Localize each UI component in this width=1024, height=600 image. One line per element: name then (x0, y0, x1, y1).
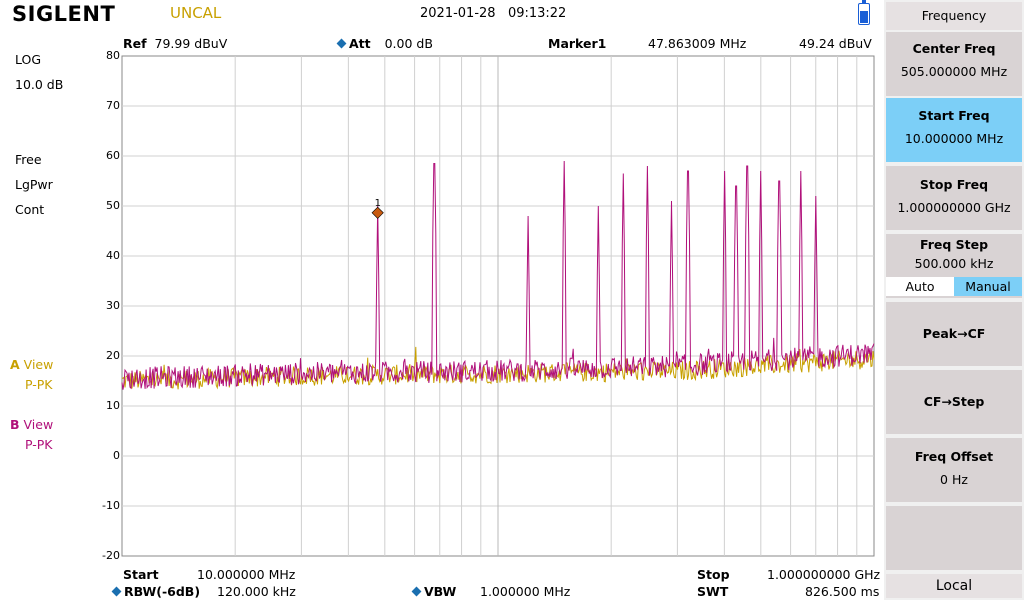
trace-a-status[interactable]: A View (10, 357, 53, 372)
stop-label: Stop (697, 567, 730, 582)
empty-softkey[interactable] (886, 506, 1022, 570)
auto-diamond-icon (336, 38, 347, 49)
menu-title: Frequency (886, 2, 1022, 30)
y-tick-label: -10 (102, 499, 120, 512)
freq-step-button[interactable]: Freq Step 500.000 kHz Auto Manual (886, 234, 1022, 298)
step-auto-option[interactable]: Auto (886, 277, 954, 296)
y-tick-label: 60 (106, 149, 120, 162)
peak-to-cf-label: Peak→CF (922, 326, 986, 341)
local-button[interactable]: Local (886, 574, 1022, 598)
spectrum-plot[interactable]: 1 (121, 55, 875, 557)
trace-a-line (121, 346, 875, 390)
ref-label: Ref (123, 36, 147, 51)
att-label: Att (349, 36, 371, 51)
top-bar: SIGLENT UNCAL 2021-01-28 09:13:22 (0, 0, 884, 30)
trace-a-letter: A (10, 357, 20, 372)
cf-to-step-button[interactable]: CF→Step (886, 370, 1022, 434)
softkey-panel: Frequency Center Freq 505.000000 MHz Sta… (884, 0, 1024, 600)
graticule (121, 55, 875, 557)
y-tick-label: 20 (106, 349, 120, 362)
y-tick-label: 10 (106, 399, 120, 412)
freq-offset-label: Freq Offset (914, 449, 994, 464)
auto-diamond-icon (111, 586, 122, 597)
peak-to-cf-button[interactable]: Peak→CF (886, 302, 1022, 366)
marker-diamond-icon (371, 206, 384, 219)
date-time: 2021-01-28 09:13:22 (420, 6, 567, 21)
start-freq-label: Start Freq (918, 108, 990, 123)
trace-b-line (121, 160, 875, 390)
y-tick-label: 40 (106, 249, 120, 262)
rbw[interactable]: RBW(-6dB) (111, 584, 201, 599)
y-tick-label: -20 (102, 549, 120, 562)
y-tick-label: 80 (106, 49, 120, 62)
cf-to-step-label: CF→Step (923, 394, 985, 409)
rbw-label: RBW(-6dB) (124, 584, 201, 599)
marker-1[interactable]: 1 (371, 198, 384, 219)
rbw-value: 120.000 kHz (217, 584, 296, 599)
trace-b-mode: View (23, 417, 54, 432)
y-tick-label: 70 (106, 99, 120, 112)
local-label: Local (935, 578, 973, 594)
trace-b-letter: B (10, 417, 20, 432)
start-label: Start (123, 567, 159, 582)
uncal-indicator: UNCAL (170, 4, 222, 22)
vbw-label: VBW (424, 584, 457, 599)
vbw-value: 1.000000 MHz (480, 584, 571, 599)
freq-offset-button[interactable]: Freq Offset 0 Hz (886, 438, 1022, 502)
vbw[interactable]: VBW (411, 584, 457, 599)
marker-number-label: 1 (375, 198, 381, 209)
swt-label: SWT (697, 584, 729, 599)
step-manual-option[interactable]: Manual (954, 277, 1022, 296)
ref-level[interactable]: Ref 79.99 dBuV (123, 36, 227, 51)
average-type: LgPwr (15, 177, 53, 192)
battery-icon (858, 0, 870, 25)
attenuation[interactable]: Att 0.00 dB (336, 36, 433, 51)
stop-freq-button[interactable]: Stop Freq 1.000000000 GHz (886, 166, 1022, 230)
freq-offset-value: 0 Hz (940, 472, 968, 487)
trace-a-mode: View (23, 357, 54, 372)
att-value: 0.00 dB (384, 36, 433, 51)
trace-a-detector: P-PK (25, 377, 53, 392)
stop-value: 1.000000000 GHz (767, 567, 881, 582)
scale-div: 10.0 dB (15, 77, 64, 92)
center-freq-label: Center Freq (912, 41, 996, 56)
sweep-mode: Cont (15, 202, 45, 217)
auto-diamond-icon (411, 586, 422, 597)
scale-type: LOG (15, 52, 42, 67)
freq-step-label: Freq Step (919, 237, 989, 252)
start-freq-value: 10.000000 MHz (904, 131, 1004, 146)
ref-value: 79.99 dBuV (154, 36, 228, 51)
center-freq-button[interactable]: Center Freq 505.000000 MHz (886, 32, 1022, 96)
stop-freq-label: Stop Freq (919, 177, 989, 192)
y-tick-label: 30 (106, 299, 120, 312)
marker-freq: 47.863009 MHz (648, 36, 747, 51)
marker-label: Marker1 (548, 36, 607, 51)
trigger-mode: Free (15, 152, 42, 167)
center-freq-value: 505.000000 MHz (900, 64, 1008, 79)
brand-logo: SIGLENT (12, 2, 116, 26)
trace-b-status[interactable]: B View (10, 417, 53, 432)
y-tick-label: 50 (106, 199, 120, 212)
trace-b-detector: P-PK (25, 437, 53, 452)
marker-amp: 49.24 dBuV (799, 36, 872, 51)
swt-value: 826.500 ms (805, 584, 880, 599)
freq-step-value: 500.000 kHz (914, 256, 994, 271)
start-value: 10.000000 MHz (197, 567, 296, 582)
y-tick-label: 0 (113, 449, 120, 462)
start-freq-button[interactable]: Start Freq 10.000000 MHz (886, 98, 1022, 162)
stop-freq-value: 1.000000000 GHz (897, 200, 1011, 215)
